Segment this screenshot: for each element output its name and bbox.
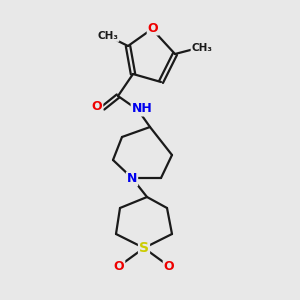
Text: S: S [139,241,149,255]
Text: O: O [148,22,158,34]
Text: NH: NH [132,103,152,116]
Text: N: N [127,172,137,185]
Text: CH₃: CH₃ [98,31,118,41]
Text: O: O [92,100,102,113]
Text: O: O [114,260,124,274]
Text: CH₃: CH₃ [191,43,212,53]
Text: O: O [164,260,174,274]
